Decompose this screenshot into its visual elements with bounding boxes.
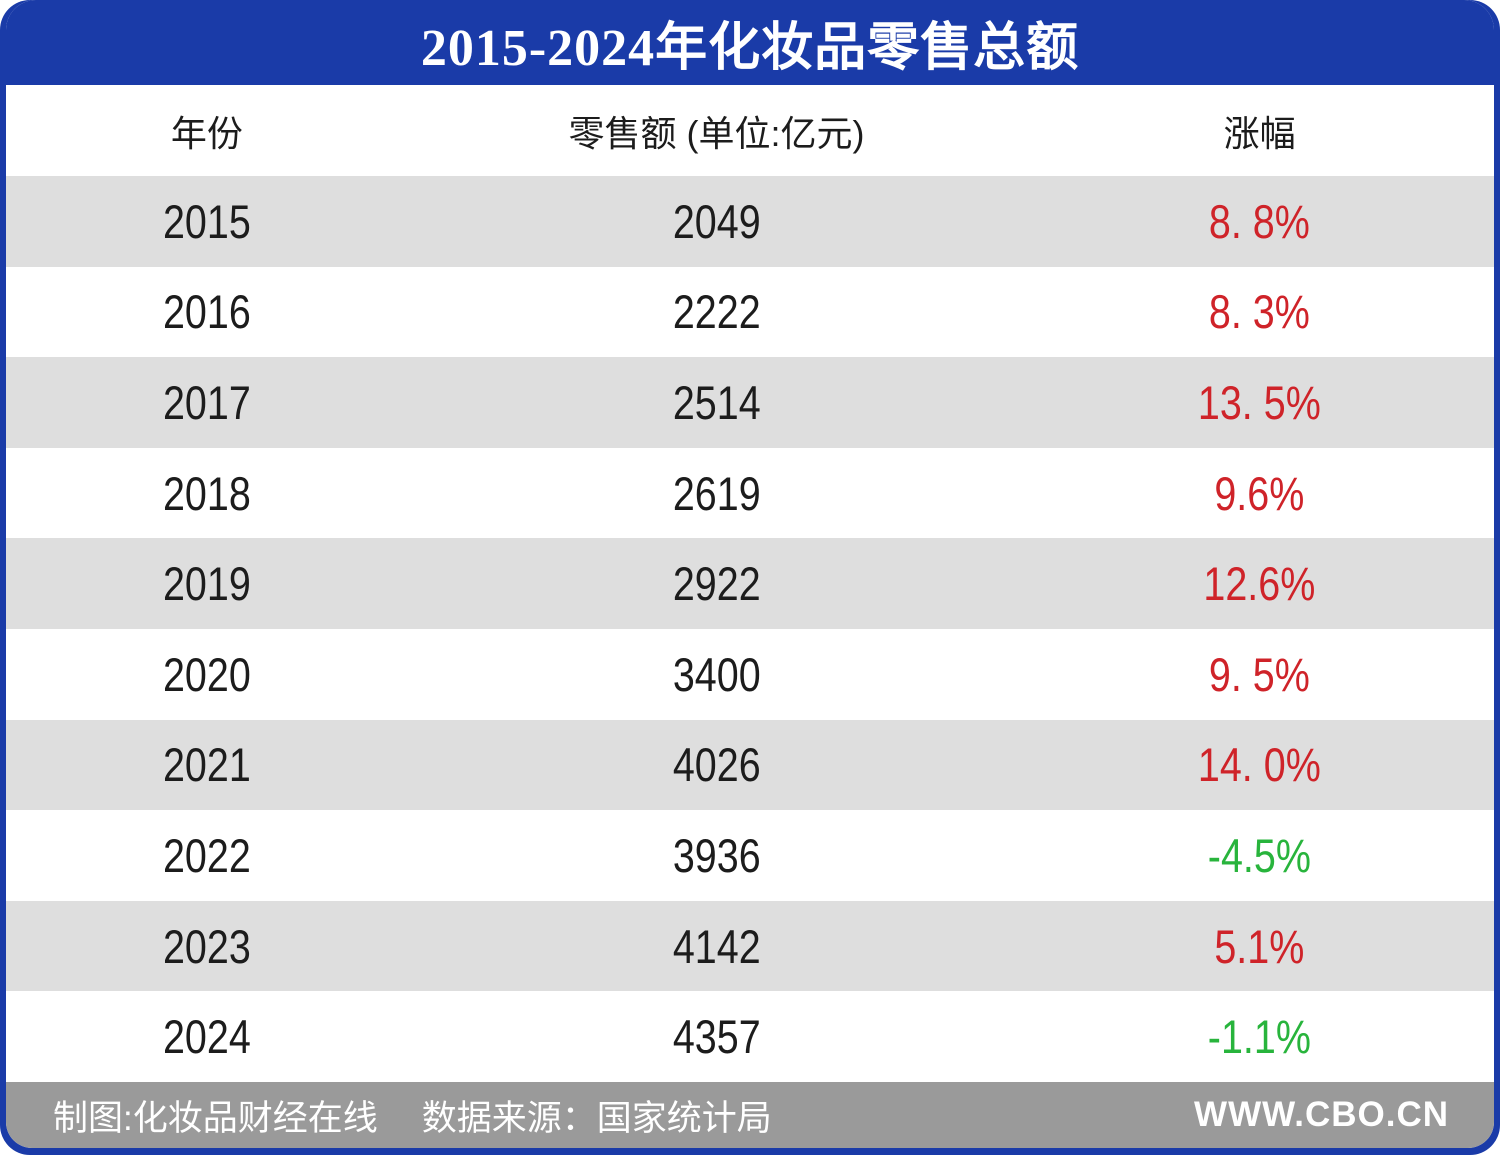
retail-cell: 4026: [672, 738, 761, 792]
growth-cell: 12.6%: [1203, 557, 1316, 611]
year-cell: 2015: [162, 194, 251, 248]
table-row: 2015 2049 8. 8%: [6, 176, 1494, 267]
growth-cell: 5.1%: [1214, 919, 1305, 973]
retail-cell: 2922: [672, 557, 761, 611]
retail-cell: 4357: [672, 1010, 761, 1064]
footer-bar: 制图:化妆品财经在线 数据来源：国家统计局 WWW.CBO.CN: [6, 1082, 1494, 1148]
table-row: 2022 3936 -4.5%: [6, 810, 1494, 901]
year-cell: 2020: [162, 647, 251, 701]
footer-site-url: WWW.CBO.CN: [1194, 1095, 1449, 1134]
page-title: 2015-2024年化妆品零售总额: [420, 20, 1080, 77]
growth-cell: 14. 0%: [1198, 738, 1322, 792]
table-row: 2023 4142 5.1%: [6, 900, 1494, 992]
table-row: 2017 2514 13. 5%: [6, 357, 1494, 448]
table-row: 2019 2922 12.6%: [6, 538, 1494, 629]
year-cell: 2022: [162, 828, 251, 882]
table-row: 2016 2222 8. 3%: [6, 266, 1494, 358]
retail-cell: 2514: [672, 375, 761, 429]
year-cell: 2021: [162, 738, 251, 792]
table-body: 2015 2049 8. 8% 2016 2222 8. 3% 2017 251…: [6, 176, 1494, 1082]
footer-credit: 制图:化妆品财经在线: [53, 1098, 378, 1138]
year-cell: 2019: [162, 557, 251, 611]
growth-cell: -1.1%: [1208, 1010, 1312, 1064]
column-header-year: 年份: [170, 112, 243, 154]
retail-cell: 2619: [672, 466, 761, 520]
title-bar: 2015-2024年化妆品零售总额: [6, 0, 1494, 85]
year-cell: 2024: [162, 1010, 251, 1064]
table-row: 2018 2619 9.6%: [6, 447, 1494, 539]
year-cell: 2018: [162, 466, 251, 520]
growth-cell: 13. 5%: [1198, 375, 1322, 429]
column-header-retail: 零售额 (单位:亿元): [568, 112, 865, 154]
growth-cell: 8. 3%: [1209, 285, 1311, 339]
growth-cell: -4.5%: [1208, 828, 1312, 882]
year-cell: 2016: [162, 285, 251, 339]
card-inner: 2015-2024年化妆品零售总额 年份 零售额 (单位:亿元) 涨幅 2015…: [6, 0, 1494, 1148]
year-cell: 2023: [162, 919, 251, 973]
retail-cell: 2049: [672, 194, 761, 248]
retail-cell: 4142: [672, 919, 761, 973]
footer-left: 制图:化妆品财经在线 数据来源：国家统计局: [53, 1090, 772, 1141]
retail-cell: 3936: [672, 828, 761, 882]
growth-cell: 9. 5%: [1209, 647, 1311, 701]
year-cell: 2017: [162, 375, 251, 429]
column-header-growth: 涨幅: [1223, 112, 1296, 154]
table-row: 2021 4026 14. 0%: [6, 719, 1494, 811]
table-header-row: 年份 零售额 (单位:亿元) 涨幅: [6, 85, 1494, 176]
retail-cell: 2222: [672, 285, 761, 339]
retail-cell: 3400: [672, 647, 761, 701]
footer-source: 数据来源：国家统计局: [421, 1098, 772, 1138]
table-row: 2020 3400 9. 5%: [6, 628, 1494, 720]
growth-cell: 9.6%: [1214, 466, 1305, 520]
growth-cell: 8. 8%: [1209, 194, 1311, 248]
table-row: 2024 4357 -1.1%: [6, 991, 1494, 1082]
